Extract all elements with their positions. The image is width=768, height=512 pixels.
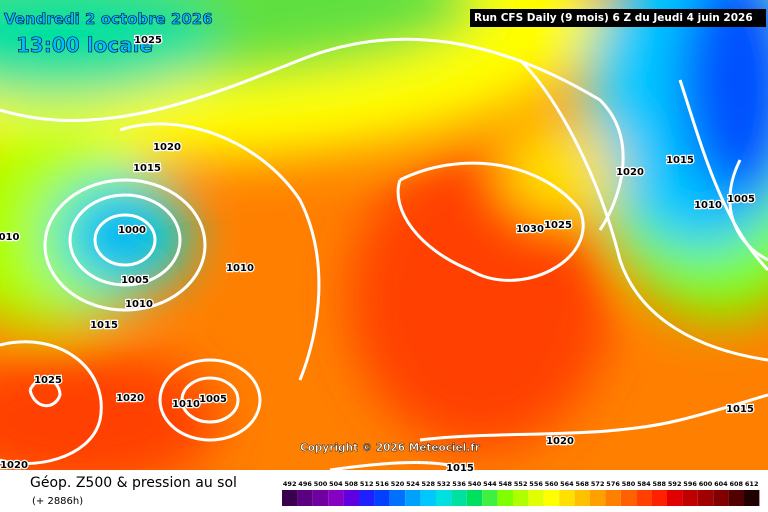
scale-label: 524 [406,480,420,488]
scale-swatch [497,490,513,506]
scale-label: 520 [391,480,405,488]
scale-swatch [312,490,329,506]
isobar-label: 1030 [516,224,544,235]
scale-label: 604 [714,480,728,488]
isobar-label: 1005 [727,194,755,205]
scale-swatch [420,490,436,506]
isobar-label: 1020 [153,142,181,153]
scale-label: 544 [483,480,497,488]
scale-swatch [436,490,452,506]
scale-swatch [528,490,544,506]
isobar-label: 1025 [134,35,162,46]
copyright: Copyright © 2026 Meteociel.fr [300,442,481,454]
scale-label: 608 [730,480,744,488]
scale-swatch [482,490,498,506]
scale-swatch [359,490,375,506]
scale-swatch [297,490,313,506]
scale-swatch [682,490,698,506]
scale-label: 508 [345,480,359,488]
scale-swatch [513,490,529,506]
scale-swatch [651,490,667,506]
isobar-label: 1010 [125,299,153,310]
scale-swatch [590,490,606,506]
isobar-label: 1020 [0,460,28,471]
isobar-label: 1025 [34,375,62,386]
scale-label: 568 [576,480,590,488]
scale-swatch [667,490,683,506]
isobar-label: 1010 [172,399,200,410]
scale-swatch [620,490,637,506]
scale-label: 540 [468,480,482,488]
color-scale: 492 496 500 504 508 512 516 520 524 528 532 536 540 5… [282,480,760,506]
scale-label: 552 [514,480,528,488]
isobar-label: 1010 [226,263,254,274]
scale-label: 500 [314,480,328,488]
scale-swatch [574,490,590,506]
scale-label: 492 [283,480,297,488]
isobar-label: 1020 [546,436,574,447]
footer-title: Géop. Z500 & pression au sol [30,475,237,491]
scale-swatch [451,490,467,506]
isobar-label: 1015 [726,404,754,415]
isobar-label: 1020 [616,167,644,178]
scale-swatch [728,490,744,506]
scale-swatch [605,490,621,506]
isobar-label: 1015 [666,155,694,166]
scale-label: 532 [437,480,451,488]
scale-label: 536 [452,480,466,488]
forecast-time: 13:00 locale [16,33,153,57]
isobar-label: 1010 [694,200,722,211]
scale-label: 588 [653,480,667,488]
scale-label: 612 [745,480,759,488]
scale-label: 592 [668,480,682,488]
scale-label: 580 [622,480,636,488]
scale-label: 572 [591,480,605,488]
isobar-labels: 1025102010151000100510101015102510201010… [0,34,756,476]
scale-swatch [543,490,560,506]
z500-field [0,0,768,490]
scale-swatch [713,490,729,506]
isobar-label: 1025 [544,220,572,231]
scale-swatch [636,490,652,506]
isobar-label: 1005 [199,394,227,405]
scale-label: 516 [375,480,389,488]
isobar-label: 1000 [118,225,146,236]
scale-label: 496 [298,480,312,488]
scale-label: 596 [683,480,697,488]
scale-swatch [328,490,344,506]
scale-label: 560 [545,480,559,488]
scale-label: 564 [560,480,574,488]
scale-swatch [282,490,298,506]
scale-label: 600 [699,480,713,488]
scale-swatch [374,490,390,506]
scale-label: 528 [422,480,436,488]
scale-label: 576 [606,480,620,488]
isobar-label: 010 [0,232,19,243]
run-banner [470,9,766,27]
scale-swatch [559,490,575,506]
forecast-date: Vendredi 2 octobre 2026 [4,10,213,28]
isobar-label: 1015 [90,320,118,331]
isobar-label: 1015 [446,463,474,474]
scale-label: 584 [637,480,651,488]
scale-label: 548 [499,480,513,488]
isobars [0,37,768,472]
scale-swatch [466,490,483,506]
footer-lead: (+ 2886h) [32,496,83,507]
isobar-label: 1015 [133,163,161,174]
scale-label: 556 [529,480,543,488]
isobar-label: 1020 [116,393,144,404]
scale-swatch [744,490,760,506]
scale-swatch [389,490,406,506]
scale-label: 512 [360,480,374,488]
scale-swatch [343,490,359,506]
run-info: Run CFS Daily (9 mois) 6 Z du Jeudi 4 ju… [474,12,753,24]
scale-swatch [405,490,421,506]
isobar-label: 1005 [121,275,149,286]
scale-label: 504 [329,480,343,488]
scale-swatch [697,490,714,506]
